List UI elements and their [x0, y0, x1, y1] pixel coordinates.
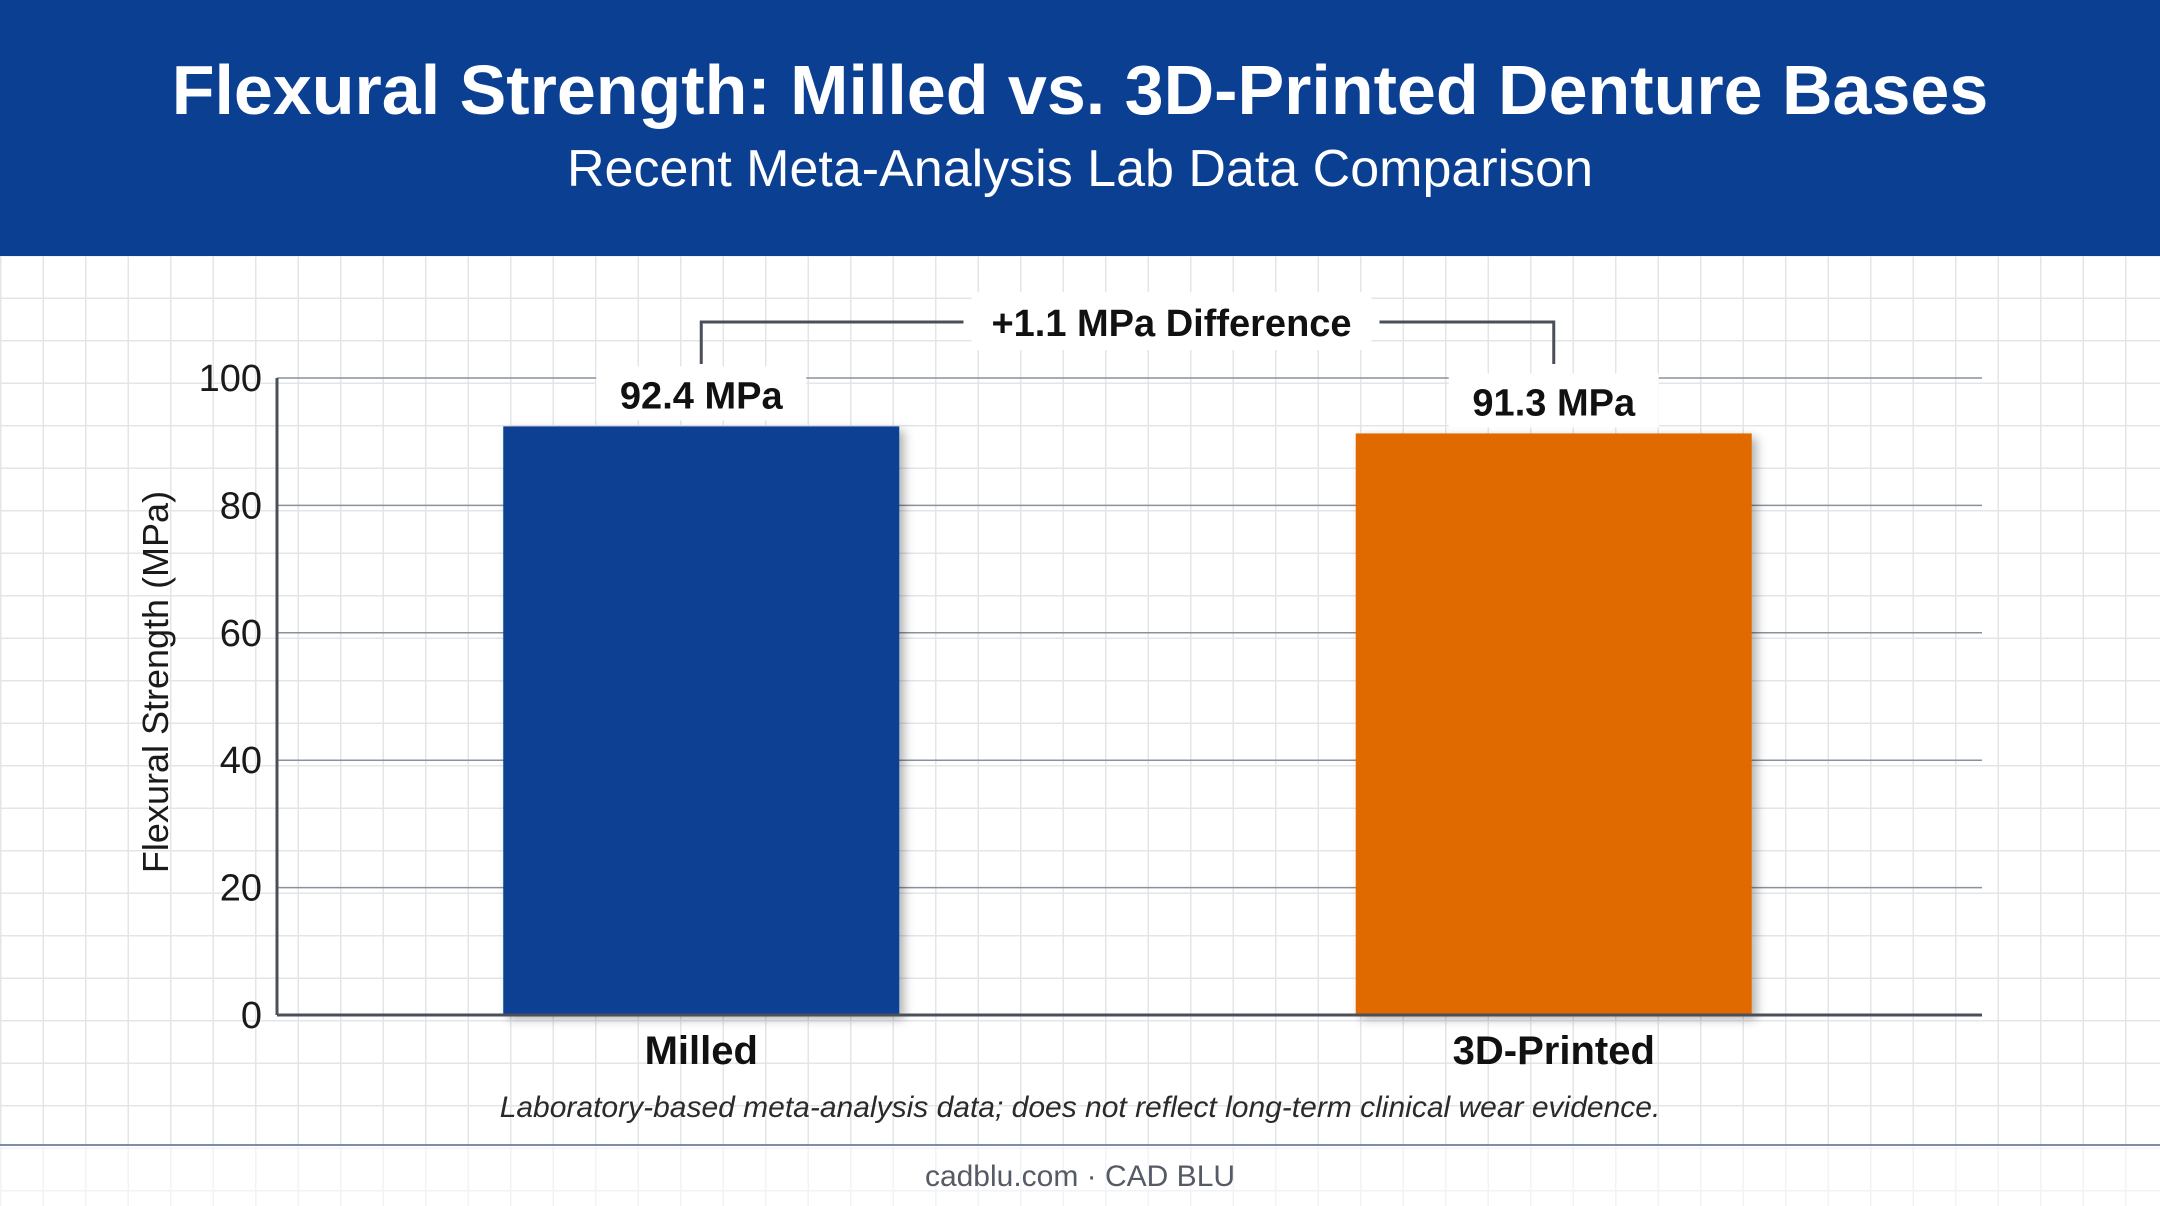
y-axis-label: Flexural Strength (MPa)	[135, 491, 176, 873]
bracket-right	[1379, 320, 1556, 364]
chart-title: Flexural Strength: Milled vs. 3D-Printed…	[171, 51, 1989, 129]
y-tick-label: 20	[220, 868, 262, 910]
value-label-bg	[596, 366, 807, 421]
y-tick-label: 0	[241, 995, 262, 1037]
value-label: 92.4 MPa	[620, 375, 784, 417]
chart-axes	[275, 378, 1982, 1017]
header-banner: Flexural Strength: Milled vs. 3D-Printed…	[0, 0, 2160, 256]
chart-subtitle: Recent Meta-Analysis Lab Data Comparison	[566, 140, 1594, 198]
footnote: Laboratory-based meta-analysis data; doe…	[499, 1091, 1661, 1124]
footer-divider	[0, 1144, 2160, 1146]
bar-milled	[503, 426, 900, 1015]
bar-chart: 0 20 40 60 80 100 Flexural Strength (MPa) +1.…	[135, 292, 1982, 1073]
y-tick-label: 60	[220, 613, 262, 655]
bracket-left	[699, 320, 964, 364]
footer-band	[0, 1146, 2160, 1206]
y-tick-labels: 0 20 40 60 80 100	[199, 358, 262, 1037]
value-label-bg	[1448, 373, 1659, 428]
difference-bracket: +1.1 MPa Difference	[699, 292, 1556, 364]
y-tick-label: 100	[199, 358, 262, 400]
y-tick-label: 80	[220, 485, 262, 527]
x-tick-labels: Milled 3D-Printed	[645, 1029, 1655, 1073]
annotation-bg	[971, 292, 1372, 350]
difference-annotation: +1.1 MPa Difference	[991, 303, 1351, 345]
source-credit: cadblu.com · CAD BLU	[924, 1160, 1236, 1193]
bar-3d-printed	[1355, 433, 1752, 1015]
value-label: 91.3 MPa	[1472, 382, 1636, 424]
x-tick-label: 3D-Printed	[1453, 1029, 1655, 1073]
bar-value-labels: 92.4 MPa 91.3 MPa	[596, 366, 1659, 428]
chart-bars	[503, 426, 1752, 1015]
x-tick-label: Milled	[645, 1029, 758, 1073]
y-tick-label: 40	[220, 740, 262, 782]
